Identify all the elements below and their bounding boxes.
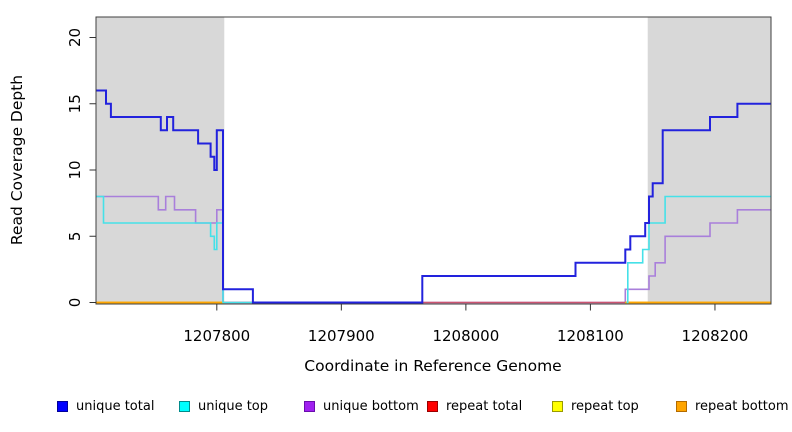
x-tick-label: 1207800 (183, 327, 250, 345)
legend-swatch-unique-bottom (304, 401, 315, 412)
legend-swatch-unique-top (179, 401, 190, 412)
y-tick-label: 15 (66, 94, 84, 113)
legend-label-repeat-total: repeat total (446, 399, 523, 414)
y-tick-label: 20 (66, 28, 84, 47)
y-tick-label: 10 (66, 160, 84, 179)
x-tick-label: 1208000 (432, 327, 499, 345)
legend-label-unique-bottom: unique bottom (323, 399, 419, 414)
x-tick-label: 1208100 (557, 327, 624, 345)
legend-item-unique-total: unique total (57, 399, 154, 414)
legend-label-unique-top: unique top (198, 399, 269, 414)
repeat-region (647, 17, 771, 304)
legend-item-unique-bottom: unique bottom (304, 399, 419, 414)
coverage-lines (96, 89, 771, 304)
plot-border (95, 16, 772, 305)
legend-item-repeat-total: repeat total (427, 399, 522, 414)
repeat-region (96, 17, 225, 304)
legend-swatch-repeat-bottom (676, 401, 687, 412)
legend-item-repeat-bottom: repeat bottom (676, 399, 789, 414)
x-tick-label: 1207900 (308, 327, 375, 345)
legend-label-repeat-top: repeat top (571, 399, 639, 414)
series-unique-total (96, 89, 771, 304)
legend-label-repeat-bottom: repeat bottom (695, 399, 789, 414)
legend-item-repeat-top: repeat top (552, 399, 639, 414)
legend-swatch-unique-total (57, 401, 68, 412)
y-tick-label: 0 (66, 298, 84, 308)
legend-item-unique-top: unique top (179, 399, 268, 414)
axis-ticks: 1207800 1207900 1208000 1208100 1208200 0 5 10 1… (66, 28, 748, 345)
legend-swatch-repeat-top (552, 401, 563, 412)
x-tick-label: 1208200 (682, 327, 749, 345)
x-axis-title: Coordinate in Reference Genome (304, 357, 561, 375)
legend-label-unique-total: unique total (76, 399, 155, 414)
y-tick-label: 5 (66, 232, 84, 242)
y-axis-title: Read Coverage Depth (8, 75, 26, 245)
legend-swatch-repeat-total (427, 401, 438, 412)
repeat-region-shading (96, 17, 771, 304)
